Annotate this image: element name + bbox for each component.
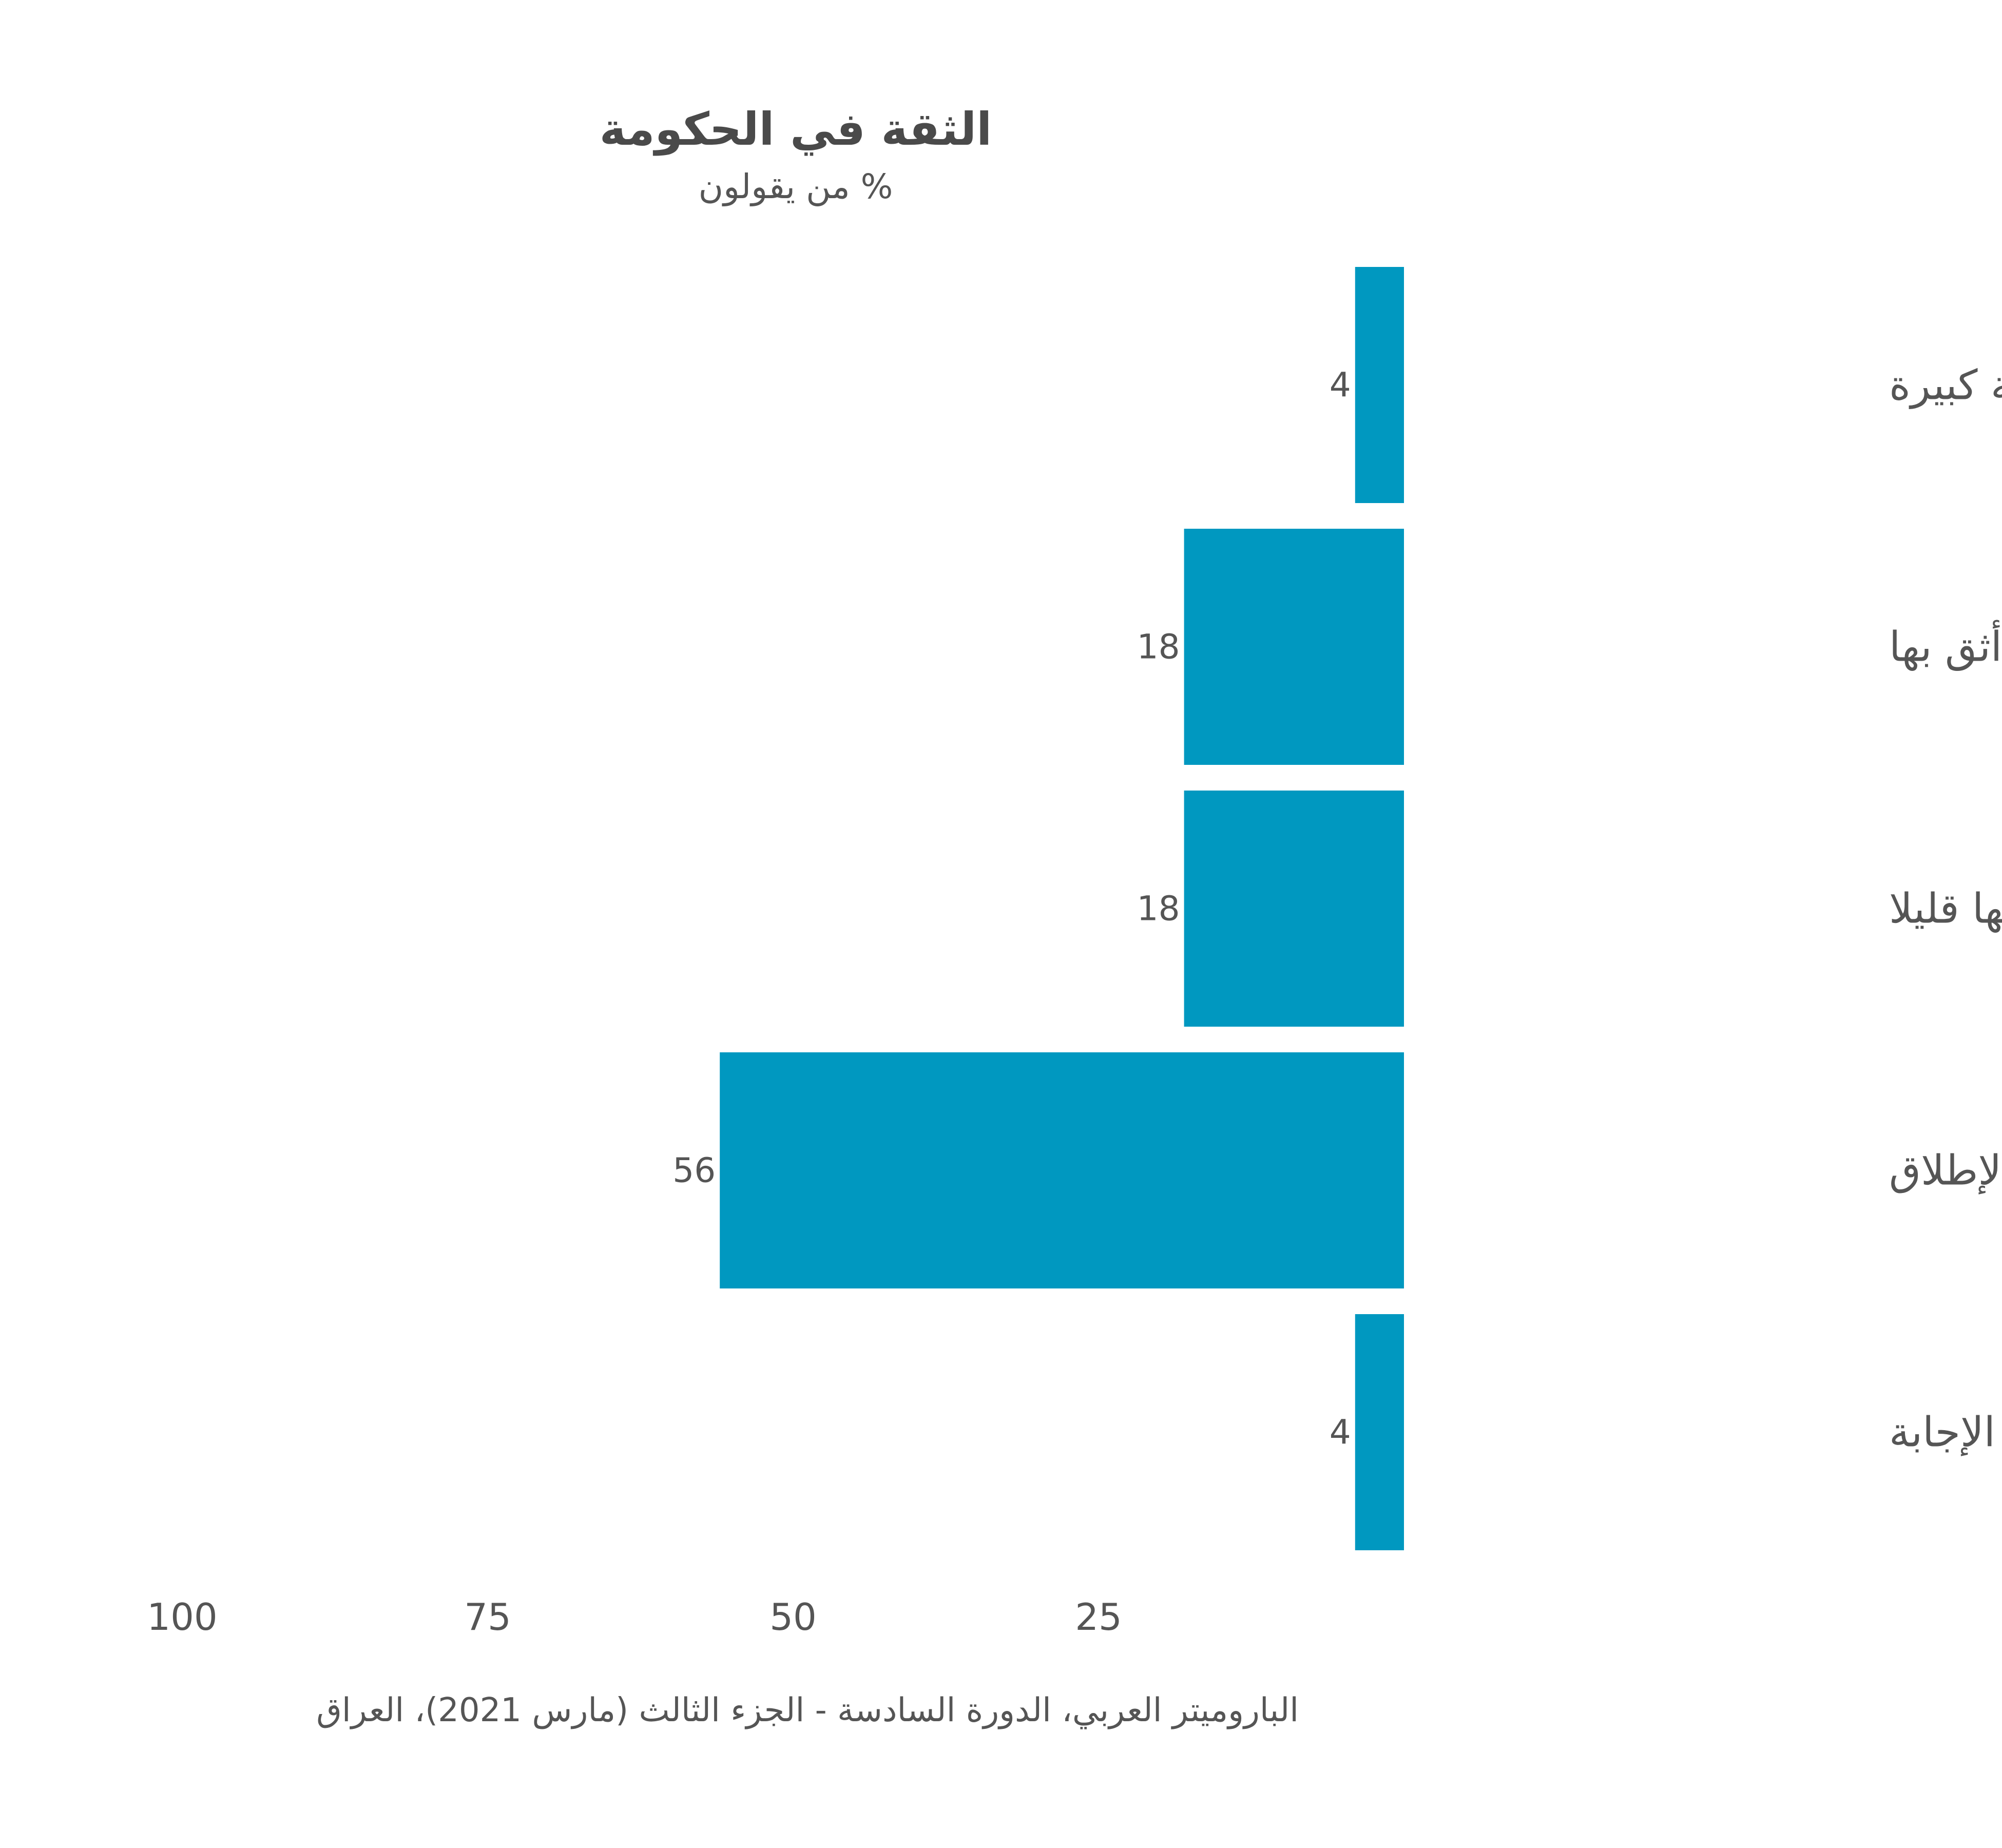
bar [1184,791,1404,1027]
category-label: أثق بها قليلا [1889,882,2002,933]
data-label: 18 [1137,889,1180,929]
category-label: لا أثق بها على الإطلاق [1889,1144,2002,1195]
data-label: 18 [1137,627,1180,667]
category-label: أثق بها إلى درجة كبيرة [1889,358,2002,410]
bar [1184,529,1404,765]
bar [1355,267,1404,503]
source-note: الباروميتر العربي، الدورة السادسة - الجز… [316,1691,1299,1729]
x-tick-label: 50 [769,1595,817,1639]
category-label: أثق بها [1889,620,2002,671]
chart-title: الثقة في الحكومة [599,103,992,156]
x-tick-label: 100 [147,1595,217,1639]
data-label: 4 [1330,365,1351,405]
bar [720,1052,1404,1288]
chart-subtitle: % من يقولون [698,167,893,206]
data-label: 56 [672,1151,716,1190]
bar [1355,1314,1404,1550]
data-label: 4 [1330,1413,1351,1452]
category-label: لا أعرف/رفض الإجابة [1889,1406,2002,1457]
x-tick-label: 75 [464,1595,511,1639]
x-tick-label: 25 [1075,1595,1122,1639]
